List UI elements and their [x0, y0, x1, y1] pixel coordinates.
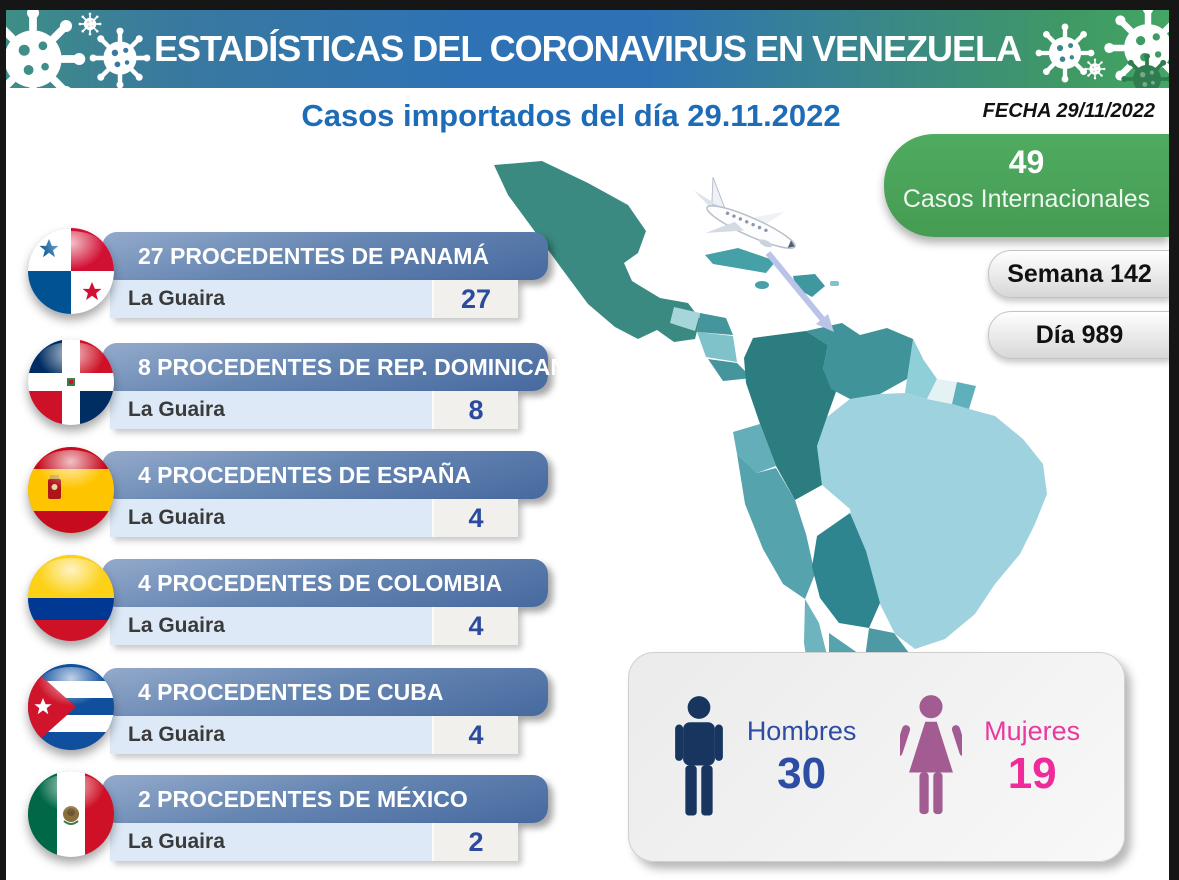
country-row-spain: 4 PROCEDENTES DE ESPAÑA La Guaira 4	[6, 447, 566, 543]
country-detail-row: La Guaira 4	[110, 607, 518, 645]
country-header-bar: 27 PROCEDENTES DE PANAMÁ	[102, 232, 548, 280]
country-row-cuba: 4 PROCEDENTES DE CUBA La Guaira 4	[6, 664, 566, 760]
gender-stats-card: Hombres 30 Mujeres 19	[628, 652, 1125, 862]
country-row-dominican-republic: 8 PROCEDENTES DE REP. DOMINICANA La Guai…	[6, 339, 584, 435]
city-label: La Guaira	[128, 398, 225, 421]
case-count: 8	[432, 391, 518, 429]
page-title: ESTADÍSTICAS DEL CORONAVIRUS EN VENEZUEL…	[153, 28, 1022, 69]
map-venezuela	[806, 323, 923, 399]
country-detail-row: La Guaira 2	[110, 823, 518, 861]
colombia-flag-icon	[28, 555, 114, 641]
mexico-flag-icon	[28, 771, 114, 857]
city-label: La Guaira	[128, 506, 225, 529]
country-detail-row: La Guaira 27	[110, 280, 518, 318]
country-detail-row: La Guaira 8	[110, 391, 518, 429]
cuba-flag-icon	[28, 664, 114, 750]
international-cases-card: 49 Casos Internacionales	[884, 134, 1169, 237]
panama-flag-icon	[28, 228, 114, 314]
map-mexico	[494, 161, 700, 342]
map-colombia	[744, 331, 837, 500]
week-badge: Semana 142	[988, 250, 1169, 298]
case-count: 4	[432, 607, 518, 645]
men-label: Hombres	[746, 715, 857, 746]
city-label: La Guaira	[128, 723, 225, 746]
country-row-colombia: 4 PROCEDENTES DE COLOMBIA La Guaira 4	[6, 555, 566, 651]
country-detail-row: La Guaira 4	[110, 716, 518, 754]
case-count: 27	[432, 280, 518, 318]
female-icon	[900, 694, 963, 814]
male-icon	[674, 695, 723, 815]
women-label: Mujeres	[984, 715, 1081, 746]
country-row-panama: 27 PROCEDENTES DE PANAMÁ La Guaira 27	[6, 228, 566, 324]
international-cases-label: Casos Internacionales	[902, 185, 1151, 213]
country-header-bar: 8 PROCEDENTES DE REP. DOMINICANA	[102, 343, 584, 391]
city-label: La Guaira	[128, 614, 225, 637]
case-count: 4	[432, 499, 518, 537]
men-value: 30	[777, 748, 827, 798]
date-label: FECHA 29/11/2022	[982, 100, 1155, 122]
country-row-mexico: 2 PROCEDENTES DE MÉXICO La Guaira 2	[6, 771, 566, 867]
flight-arrow-icon	[765, 251, 834, 332]
city-label: La Guaira	[128, 830, 225, 853]
country-header-bar: 4 PROCEDENTES DE ESPAÑA	[102, 451, 548, 499]
women-group: Mujeres 19	[900, 694, 1080, 821]
content-area: ESTADÍSTICAS DEL CORONAVIRUS EN VENEZUEL…	[6, 10, 1169, 880]
men-group: Hombres 30	[673, 695, 857, 820]
international-cases-value: 49	[1008, 144, 1045, 180]
dominican-republic-flag-icon	[28, 339, 114, 425]
country-header-bar: 4 PROCEDENTES DE COLOMBIA	[102, 559, 548, 607]
case-count: 4	[432, 716, 518, 754]
country-header-bar: 2 PROCEDENTES DE MÉXICO	[102, 775, 548, 823]
case-count: 2	[432, 823, 518, 861]
day-badge: Día 989	[988, 311, 1169, 359]
women-value: 19	[1007, 748, 1057, 798]
airplane-icon	[693, 177, 796, 249]
spain-flag-icon	[28, 447, 114, 533]
subtitle: Casos importados del día 29.11.2022	[301, 98, 841, 133]
country-header-bar: 4 PROCEDENTES DE CUBA	[102, 668, 548, 716]
country-detail-row: La Guaira 4	[110, 499, 518, 537]
city-label: La Guaira	[128, 287, 225, 310]
header-banner: ESTADÍSTICAS DEL CORONAVIRUS EN VENEZUEL…	[6, 10, 1169, 88]
